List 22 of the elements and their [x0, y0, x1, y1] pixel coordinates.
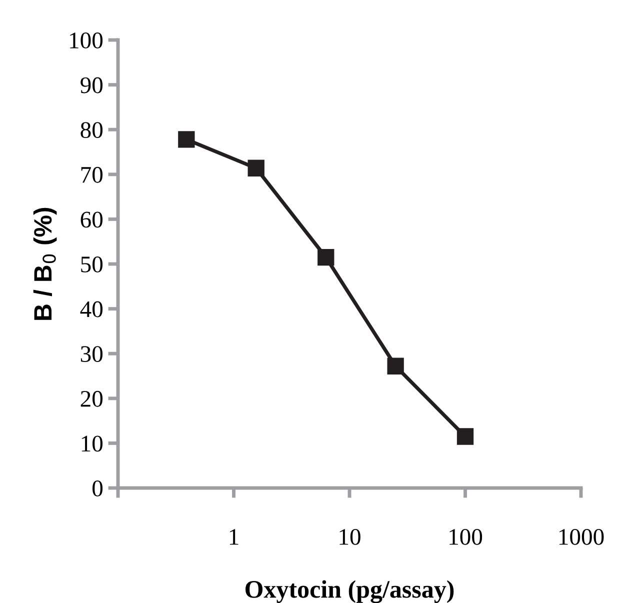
y-tick-label: 30	[80, 346, 103, 362]
y-tick-label: 40	[80, 301, 103, 318]
x-tick-label: 10	[340, 528, 360, 545]
point	[387, 358, 404, 374]
y-tick-label: 100	[70, 32, 103, 48]
y-tick-label: 70	[81, 166, 103, 183]
x-axis-title: Oxytocin (pg/assay)	[246, 580, 454, 603]
y-tick-label: 20	[80, 390, 103, 407]
x-tick-label: 100	[450, 528, 482, 545]
y-tick-label: 0	[92, 480, 103, 496]
x-tick-label: 1	[230, 529, 238, 545]
y-tick-label: 80	[80, 122, 103, 138]
y-tick-label: 10	[82, 436, 103, 452]
y-tick-label: 60	[80, 212, 103, 228]
point	[456, 428, 474, 445]
point	[248, 160, 264, 176]
x-tick-label: 1000	[559, 528, 604, 545]
y-axis-title: B / B$_{0}$ (%)	[33, 208, 57, 320]
y-tick-label: 90	[80, 77, 103, 94]
point	[318, 248, 334, 266]
point	[178, 131, 195, 148]
y-tick-label: 50	[81, 256, 103, 272]
